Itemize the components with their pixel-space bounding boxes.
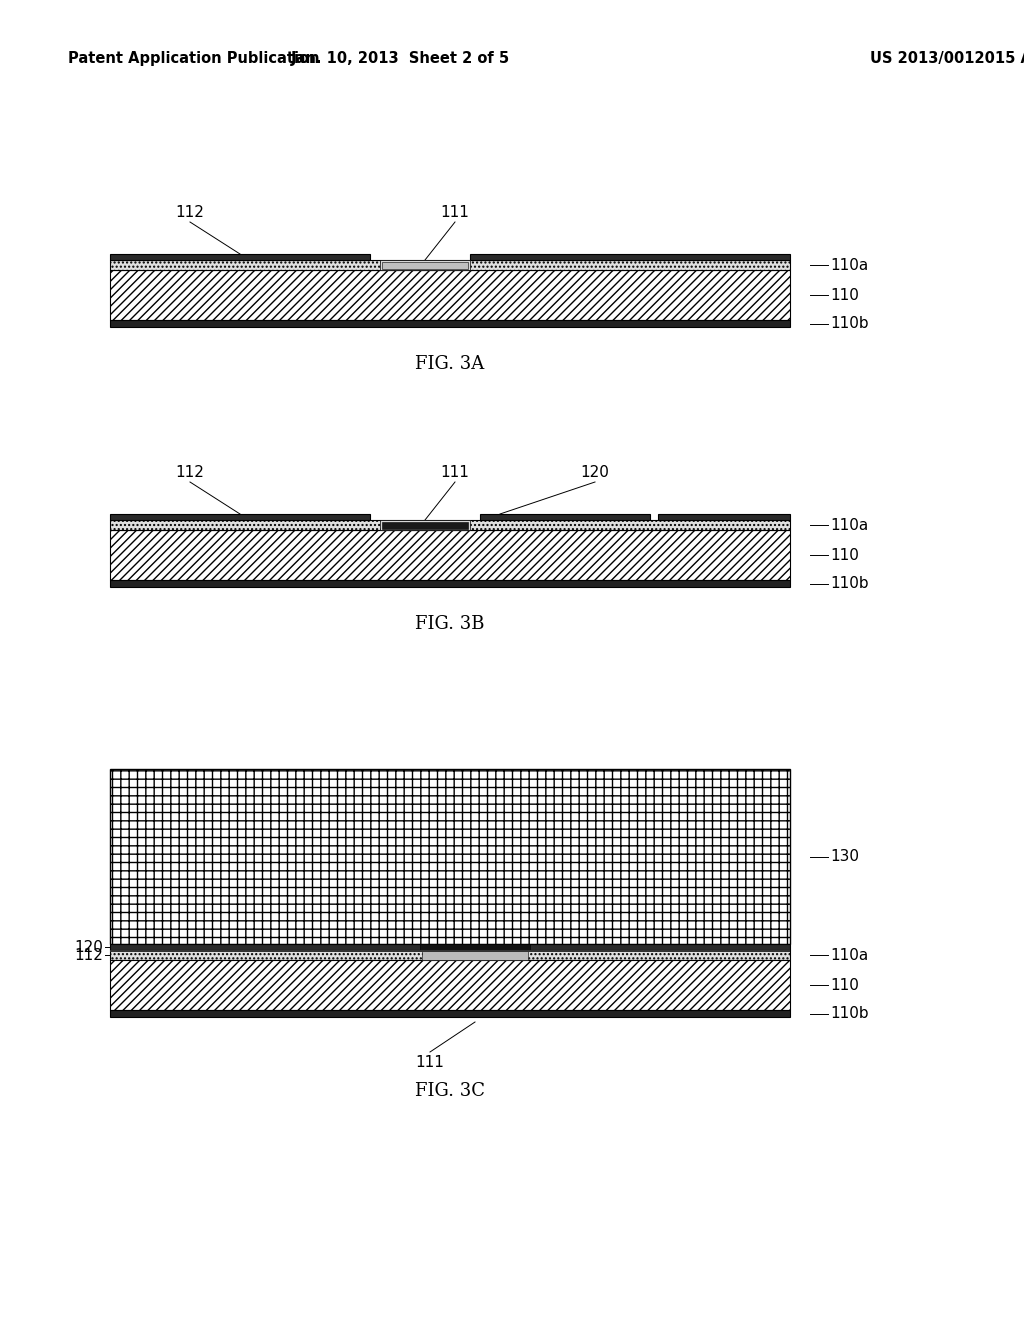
- Text: 110b: 110b: [830, 1006, 868, 1020]
- Bar: [382, 521, 468, 529]
- Bar: [470, 253, 790, 260]
- Bar: [420, 944, 530, 950]
- Text: 110: 110: [830, 548, 859, 562]
- Text: 110: 110: [830, 288, 859, 302]
- Text: 120: 120: [74, 940, 103, 954]
- Text: 111: 111: [440, 465, 469, 480]
- Text: Jan. 10, 2013  Sheet 2 of 5: Jan. 10, 2013 Sheet 2 of 5: [291, 50, 510, 66]
- Text: 110a: 110a: [830, 517, 868, 532]
- Text: 110: 110: [830, 978, 859, 993]
- Text: FIG. 3C: FIG. 3C: [415, 1082, 485, 1100]
- Bar: [110, 319, 790, 327]
- Bar: [380, 520, 470, 531]
- Bar: [110, 260, 790, 271]
- Text: 111: 111: [416, 1055, 444, 1071]
- Bar: [110, 271, 790, 319]
- Text: 112: 112: [175, 205, 205, 220]
- Text: 112: 112: [175, 465, 205, 480]
- Text: FIG. 3A: FIG. 3A: [416, 355, 484, 374]
- Bar: [422, 950, 528, 960]
- Text: 111: 111: [440, 205, 469, 220]
- Bar: [110, 579, 790, 587]
- Bar: [110, 531, 790, 579]
- Text: FIG. 3B: FIG. 3B: [416, 615, 484, 634]
- Text: 130: 130: [830, 849, 859, 865]
- Bar: [658, 513, 790, 520]
- Bar: [110, 770, 790, 944]
- Bar: [110, 1010, 790, 1016]
- Text: 110a: 110a: [830, 257, 868, 272]
- Text: US 2013/0012015 A1: US 2013/0012015 A1: [870, 50, 1024, 66]
- Bar: [110, 950, 790, 960]
- Bar: [110, 950, 790, 952]
- Text: 120: 120: [581, 465, 609, 480]
- Bar: [110, 520, 790, 531]
- Text: 110b: 110b: [830, 315, 868, 331]
- Bar: [380, 260, 470, 271]
- Bar: [110, 944, 790, 950]
- Text: 110b: 110b: [830, 576, 868, 591]
- Bar: [382, 261, 468, 269]
- Text: Patent Application Publication: Patent Application Publication: [68, 50, 319, 66]
- Bar: [480, 513, 650, 520]
- Text: 110a: 110a: [830, 948, 868, 962]
- Bar: [110, 960, 790, 1010]
- Text: 112: 112: [74, 948, 103, 962]
- Bar: [110, 513, 370, 520]
- Bar: [110, 253, 370, 260]
